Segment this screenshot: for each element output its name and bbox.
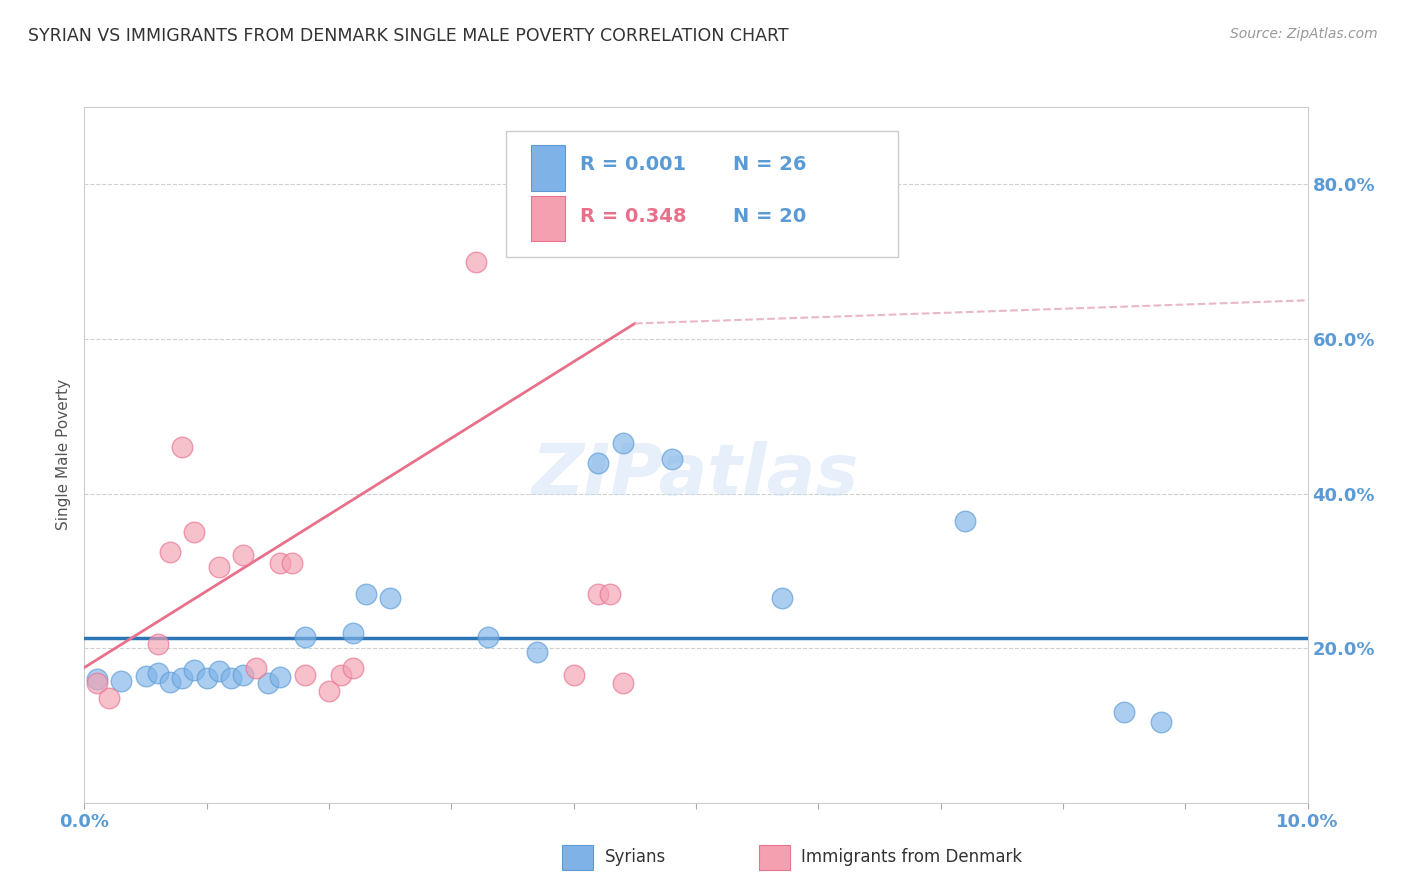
Point bbox=[953, 514, 976, 528]
Point bbox=[97, 691, 120, 706]
Point bbox=[477, 630, 499, 644]
Point bbox=[1150, 715, 1173, 730]
Point bbox=[612, 676, 634, 690]
Point bbox=[612, 436, 634, 450]
Point bbox=[294, 668, 316, 682]
Point bbox=[342, 660, 364, 674]
Point bbox=[208, 560, 231, 574]
Text: R = 0.348: R = 0.348 bbox=[579, 207, 686, 226]
Text: N = 26: N = 26 bbox=[733, 155, 806, 174]
Point bbox=[159, 675, 181, 690]
Point bbox=[172, 671, 194, 685]
Point bbox=[770, 591, 793, 605]
Point bbox=[464, 254, 486, 268]
Text: R = 0.001: R = 0.001 bbox=[579, 155, 686, 174]
Point bbox=[562, 668, 585, 682]
Point bbox=[294, 630, 316, 644]
Point bbox=[318, 683, 340, 698]
Point bbox=[232, 549, 254, 563]
Point bbox=[86, 672, 108, 686]
Point bbox=[269, 556, 291, 570]
Point bbox=[354, 587, 377, 601]
Point bbox=[1114, 705, 1136, 719]
Point bbox=[183, 525, 205, 540]
Point bbox=[586, 587, 609, 601]
Y-axis label: Single Male Poverty: Single Male Poverty bbox=[56, 379, 72, 531]
Text: Immigrants from Denmark: Immigrants from Denmark bbox=[801, 848, 1022, 866]
Point bbox=[380, 591, 402, 605]
Point bbox=[257, 676, 280, 690]
Point bbox=[342, 625, 364, 640]
Point bbox=[599, 587, 621, 601]
Point bbox=[330, 668, 353, 682]
Point bbox=[281, 556, 304, 570]
Point bbox=[195, 671, 218, 685]
Bar bbox=[531, 196, 565, 242]
Point bbox=[219, 671, 242, 685]
Text: ZIPatlas: ZIPatlas bbox=[533, 442, 859, 510]
Point bbox=[135, 669, 157, 683]
Point bbox=[110, 673, 132, 688]
Point bbox=[208, 665, 231, 679]
Text: Source: ZipAtlas.com: Source: ZipAtlas.com bbox=[1230, 27, 1378, 41]
Text: Syrians: Syrians bbox=[605, 848, 666, 866]
Point bbox=[245, 660, 267, 674]
Point bbox=[586, 456, 609, 470]
Point bbox=[146, 665, 169, 680]
Point bbox=[159, 544, 181, 558]
Point bbox=[526, 645, 548, 659]
Point bbox=[661, 451, 683, 466]
Bar bbox=[531, 145, 565, 191]
Point bbox=[232, 668, 254, 682]
Text: SYRIAN VS IMMIGRANTS FROM DENMARK SINGLE MALE POVERTY CORRELATION CHART: SYRIAN VS IMMIGRANTS FROM DENMARK SINGLE… bbox=[28, 27, 789, 45]
FancyBboxPatch shape bbox=[506, 131, 898, 257]
Point bbox=[183, 663, 205, 677]
Point bbox=[86, 676, 108, 690]
Point bbox=[172, 440, 194, 454]
Point bbox=[146, 637, 169, 651]
Point bbox=[269, 670, 291, 684]
Text: N = 20: N = 20 bbox=[733, 207, 806, 226]
